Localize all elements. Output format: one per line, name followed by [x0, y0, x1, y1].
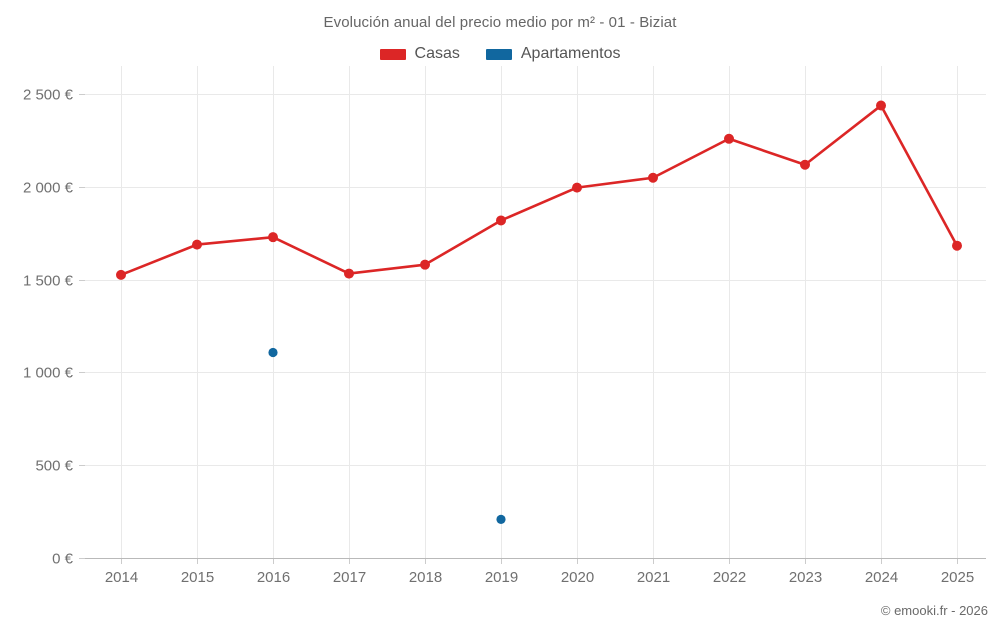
- data-point-casas-2015[interactable]: [192, 239, 202, 250]
- x-axis-tick-label: 2015: [181, 569, 214, 586]
- copyright-credit: © emooki.fr - 2026: [880, 603, 988, 618]
- x-axis-tick-label: 2025: [941, 569, 974, 586]
- data-point-apartamentos-2019[interactable]: [496, 514, 506, 524]
- data-point-casas-2022[interactable]: [724, 133, 734, 144]
- y-axis-tick-label: 1 500 €: [23, 273, 74, 290]
- data-point-casas-2023[interactable]: [800, 159, 810, 170]
- y-axis-tick-label: 2 000 €: [23, 180, 74, 197]
- data-point-casas-2024[interactable]: [876, 100, 886, 111]
- legend-item-apartamentos[interactable]: Apartamentos: [485, 45, 621, 63]
- legend-swatch-icon: [485, 48, 512, 60]
- x-axis-tick-label: 2017: [333, 569, 366, 586]
- legend-item-label: Casas: [414, 45, 460, 62]
- data-point-casas-2018[interactable]: [420, 259, 430, 270]
- legend-item-casas[interactable]: Casas: [379, 45, 460, 63]
- x-axis-tick-label: 2018: [409, 569, 442, 586]
- data-point-casas-2019[interactable]: [496, 215, 506, 226]
- data-point-casas-2020[interactable]: [572, 182, 582, 193]
- data-point-casas-2025[interactable]: [952, 240, 962, 251]
- x-axis-tick-label: 2024: [865, 569, 898, 586]
- y-axis-tick-label: 1 000 €: [23, 365, 74, 382]
- data-point-casas-2014[interactable]: [116, 269, 126, 280]
- x-axis-tick-label: 2022: [713, 569, 746, 586]
- legend-item-label: Apartamentos: [520, 45, 621, 62]
- x-axis-tick-label: 2014: [105, 569, 138, 586]
- data-point-casas-2016[interactable]: [268, 232, 278, 243]
- data-point-casas-2017[interactable]: [344, 268, 354, 279]
- x-axis-tick-label: 2019: [485, 569, 518, 586]
- chart-title: Evolución anual del precio medio por m² …: [323, 14, 677, 31]
- x-axis-tick-label: 2023: [789, 569, 822, 586]
- chart-legend: Casas Apartamentos: [0, 45, 1000, 63]
- data-point-apartamentos-2016[interactable]: [268, 347, 278, 358]
- y-axis-tick-label: 0 €: [52, 551, 74, 568]
- series-line-casas: [119, 104, 959, 277]
- y-axis-tick-label: 2 500 €: [23, 87, 74, 104]
- x-axis-tick-label: 2021: [637, 569, 670, 586]
- legend-swatch-icon: [379, 48, 406, 60]
- x-axis-tick-label: 2020: [561, 569, 594, 586]
- y-axis-tick-label: 500 €: [35, 458, 73, 475]
- x-axis-tick-label: 2016: [257, 569, 290, 586]
- data-point-casas-2021[interactable]: [648, 172, 658, 183]
